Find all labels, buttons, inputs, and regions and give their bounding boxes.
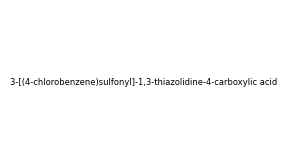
Text: 3-[(4-chlorobenzene)sulfonyl]-1,3-thiazolidine-4-carboxylic acid: 3-[(4-chlorobenzene)sulfonyl]-1,3-thiazo… bbox=[10, 78, 278, 87]
